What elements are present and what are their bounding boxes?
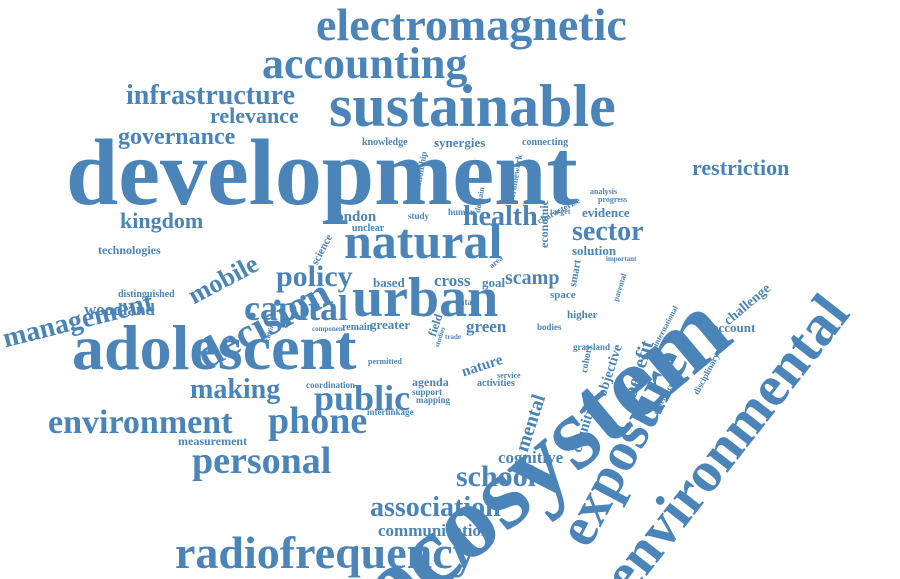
word-unclear: unclear xyxy=(352,223,385,234)
word-restriction: restriction xyxy=(692,155,790,180)
word-adolescent: adolescent xyxy=(72,312,357,383)
word-cutting: component xyxy=(312,325,346,333)
word-communication: communication xyxy=(378,521,491,540)
word-green: green xyxy=(466,317,507,336)
word-sector: sector xyxy=(572,216,644,247)
word-personal: personal xyxy=(192,440,332,482)
word-accounting: accounting xyxy=(262,39,468,88)
word-mapping: mapping xyxy=(416,395,451,405)
word-interlinkage: interlinkage xyxy=(367,407,414,417)
word-woodland: woodland xyxy=(84,300,155,319)
word-governance: governance xyxy=(118,124,236,150)
word-sustainable: sustainable xyxy=(329,73,616,139)
word-distinguished: distinguished xyxy=(118,289,175,300)
word-radiofrequency: radiofrequency xyxy=(175,527,476,578)
word-space: space xyxy=(550,289,576,301)
word-cross: cross xyxy=(434,271,471,290)
word-school: school xyxy=(456,460,537,493)
word-evidence: evidence xyxy=(582,205,630,220)
word-data: data xyxy=(455,297,473,307)
word-service: service xyxy=(497,371,521,380)
word-coordination: coordination xyxy=(306,380,356,390)
word-activities: activities xyxy=(477,378,515,389)
word-infrastructure: infrastructure xyxy=(126,80,295,111)
word-greater: greater xyxy=(370,317,411,332)
word-technologies: technologies xyxy=(98,243,161,257)
word-association: association xyxy=(370,492,501,523)
word-parental: analysis xyxy=(590,187,618,196)
word-based: based xyxy=(373,275,405,290)
word-cities: remain xyxy=(342,322,373,333)
word-making: making xyxy=(190,374,281,405)
word-smart: smart xyxy=(567,258,584,288)
word-development: development xyxy=(66,121,578,225)
word-study: study xyxy=(408,211,430,221)
word-knowledge: knowledge xyxy=(362,137,408,148)
word-urban: urban xyxy=(352,267,499,329)
word-agenda: agenda xyxy=(412,375,449,389)
word-london: london xyxy=(332,209,377,225)
word-higher: higher xyxy=(567,309,598,321)
word-grassland: grassland xyxy=(573,342,611,352)
word-bodies: bodies xyxy=(537,322,562,332)
word-support: support xyxy=(412,387,443,397)
word-connecting: connecting xyxy=(522,137,569,148)
word-electromagnetic: electromagnetic xyxy=(316,0,627,50)
word-natural: natural xyxy=(344,213,503,269)
word-kingdom: kingdom xyxy=(120,208,204,233)
word-relevance: relevance xyxy=(210,103,299,128)
word-studies: trade xyxy=(445,333,461,341)
word-policy: policy xyxy=(276,260,353,293)
word-measurement: measurement xyxy=(178,434,248,448)
word-analysis: progress xyxy=(598,195,628,204)
word-cognitive: cognitive xyxy=(498,448,564,467)
word-capital: capital xyxy=(244,288,348,328)
word-human: human xyxy=(448,207,476,217)
word-public: public xyxy=(314,378,411,418)
word-health: health xyxy=(463,201,538,232)
word-solution: solution xyxy=(572,243,617,258)
word-synergies: synergies xyxy=(434,135,486,150)
word-difference: target xyxy=(550,207,571,216)
word-scamp: scamp xyxy=(505,267,560,289)
word-remain: permitted xyxy=(368,357,402,366)
word-progress: important xyxy=(606,255,637,263)
word-environment: environment xyxy=(48,404,233,441)
word-phone: phone xyxy=(268,400,368,442)
word-account: account xyxy=(712,320,756,335)
word-goal: goal xyxy=(482,275,506,290)
word-characterise: parental xyxy=(611,272,629,303)
